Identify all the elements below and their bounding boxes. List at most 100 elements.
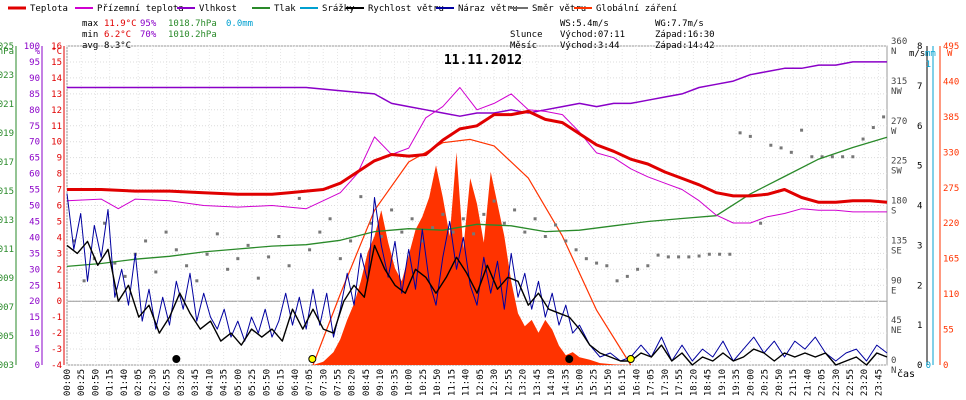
direction-label: NW (891, 87, 902, 97)
direction-label: SE (891, 246, 902, 256)
temperature-axis-tick: 14 (51, 74, 62, 84)
wind-direction-dot (841, 155, 845, 159)
x-tick-label: 19:35 (732, 369, 742, 396)
wind-direction-dot (523, 230, 527, 234)
temperature-axis-tick: 2 (57, 265, 62, 275)
wind-tick: 5 (917, 162, 922, 172)
humidity-axis-tick: 95 (29, 58, 40, 68)
humidity-axis-tick: 15 (29, 313, 40, 323)
x-tick-label: 09:10 (376, 369, 386, 396)
x-tick-label: 13:45 (533, 369, 543, 396)
wind-direction-dot (451, 230, 455, 234)
radiation-tick: 275 (943, 184, 959, 194)
x-tick-label: 21:40 (803, 369, 813, 396)
x-tick-label: 23:20 (860, 369, 870, 396)
x-tick-label: 22:30 (832, 369, 842, 396)
wind-direction-dot (615, 279, 619, 283)
x-tick-label: 17:30 (661, 369, 671, 396)
direction-label: NE (891, 326, 902, 336)
pressure-axis-tick: 1025 (0, 42, 14, 52)
direction-label: S (891, 207, 896, 217)
wind-direction-dot (174, 248, 178, 252)
temperature-axis-tick: 4 (57, 233, 62, 243)
humidity-axis-tick: 65 (29, 154, 40, 164)
x-tick-label: 01:40 (120, 369, 130, 396)
pressure-axis-tick: 1003 (0, 361, 14, 371)
legend-label: Vlhkost (199, 4, 237, 14)
x-tick-label: 07:30 (319, 369, 329, 396)
direction-tick: 360 (891, 37, 907, 47)
legend-label: Přízemní teplota (97, 4, 184, 14)
x-tick-label: 14:35 (561, 369, 571, 396)
wind-direction-dot (297, 196, 301, 200)
wind-direction-dot (82, 279, 86, 283)
x-tick-label: 12:05 (476, 369, 486, 396)
wind-direction-dot (625, 274, 629, 278)
x-tick-label: 00:50 (91, 369, 101, 396)
wind-direction-dot (687, 255, 691, 259)
wind-direction-dot (738, 131, 742, 135)
direction-tick: 90 (891, 276, 902, 286)
wind-direction-dot (195, 279, 199, 283)
wind-direction-dot (636, 267, 640, 271)
wind-direction-dot (718, 252, 722, 256)
legend-label: Srážky (322, 4, 355, 14)
humidity-axis-tick: 70 (29, 138, 40, 148)
humidity-axis-tick: 0 (35, 361, 40, 371)
wind-direction-dot (308, 248, 312, 252)
wind-direction-dot (677, 255, 681, 259)
stat-moon-label: Měsíc (510, 41, 537, 51)
wind-tick: 3 (917, 241, 922, 251)
x-tick-label: 15:00 (576, 369, 586, 396)
wind-direction-dot (72, 239, 76, 243)
stat-sunset: Západ:16:30 (655, 30, 715, 40)
wind-axis-unit: m/s (909, 49, 925, 59)
clear-sky-radiation-line (312, 138, 632, 366)
x-tick-label: 18:20 (689, 369, 699, 396)
stat-wind-gust: WG:7.7m/s (655, 19, 704, 29)
stat-max-temp: 11.9°C (104, 19, 137, 29)
x-tick-label: 15:50 (604, 369, 614, 396)
temperature-axis-tick: 0 (57, 297, 62, 307)
stat-min-label: min (82, 30, 98, 40)
wind-direction-dot (103, 221, 107, 225)
wind-direction-dot (830, 155, 834, 159)
ground-temperature-line (66, 87, 887, 224)
x-tick-label: 17:05 (647, 369, 657, 396)
wind-tick: 1 (917, 321, 922, 331)
x-tick-label: 16:40 (632, 369, 642, 396)
x-tick-label: 02:05 (134, 369, 144, 396)
x-tick-label: 03:45 (191, 369, 201, 396)
moonrise-marker (172, 355, 181, 363)
x-tick-label: 10:50 (433, 369, 443, 396)
stat-wind-speed: WS:5.4m/s (560, 19, 609, 29)
wind-direction-dot (318, 230, 322, 234)
direction-tick: 0 (891, 356, 896, 366)
x-tick-label: 23:45 (874, 369, 884, 396)
wind-direction-dot (123, 274, 127, 278)
x-tick-label: 18:45 (704, 369, 714, 396)
stat-max-humidity: 95% (140, 19, 157, 29)
radiation-tick: 110 (943, 290, 959, 300)
rain-axis-unit: mm (925, 49, 936, 59)
wind-direction-dot (113, 261, 117, 265)
legend-label: Rychlost větru (368, 4, 444, 14)
temperature-axis-tick: 9 (57, 154, 62, 164)
wind-direction-dot (472, 232, 476, 236)
wind-direction-dot (215, 232, 219, 236)
direction-label: W (891, 127, 897, 137)
temperature-axis-tick: 11 (51, 122, 62, 132)
direction-label: N (891, 366, 896, 376)
wind-direction-dot (851, 155, 855, 159)
wind-direction-dot (431, 226, 435, 230)
direction-tick: 135 (891, 236, 907, 246)
wind-direction-dot (595, 261, 599, 265)
wind-direction-dot (554, 223, 558, 227)
temperature-axis-unit: °C (51, 47, 62, 57)
wind-direction-dot (205, 252, 209, 256)
wind-direction-dot (871, 126, 875, 130)
x-axis-label: čas (897, 368, 915, 380)
temperature-axis-tick: -3 (51, 345, 62, 355)
